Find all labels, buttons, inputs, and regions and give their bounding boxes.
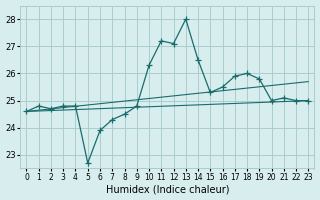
X-axis label: Humidex (Indice chaleur): Humidex (Indice chaleur) xyxy=(106,184,229,194)
